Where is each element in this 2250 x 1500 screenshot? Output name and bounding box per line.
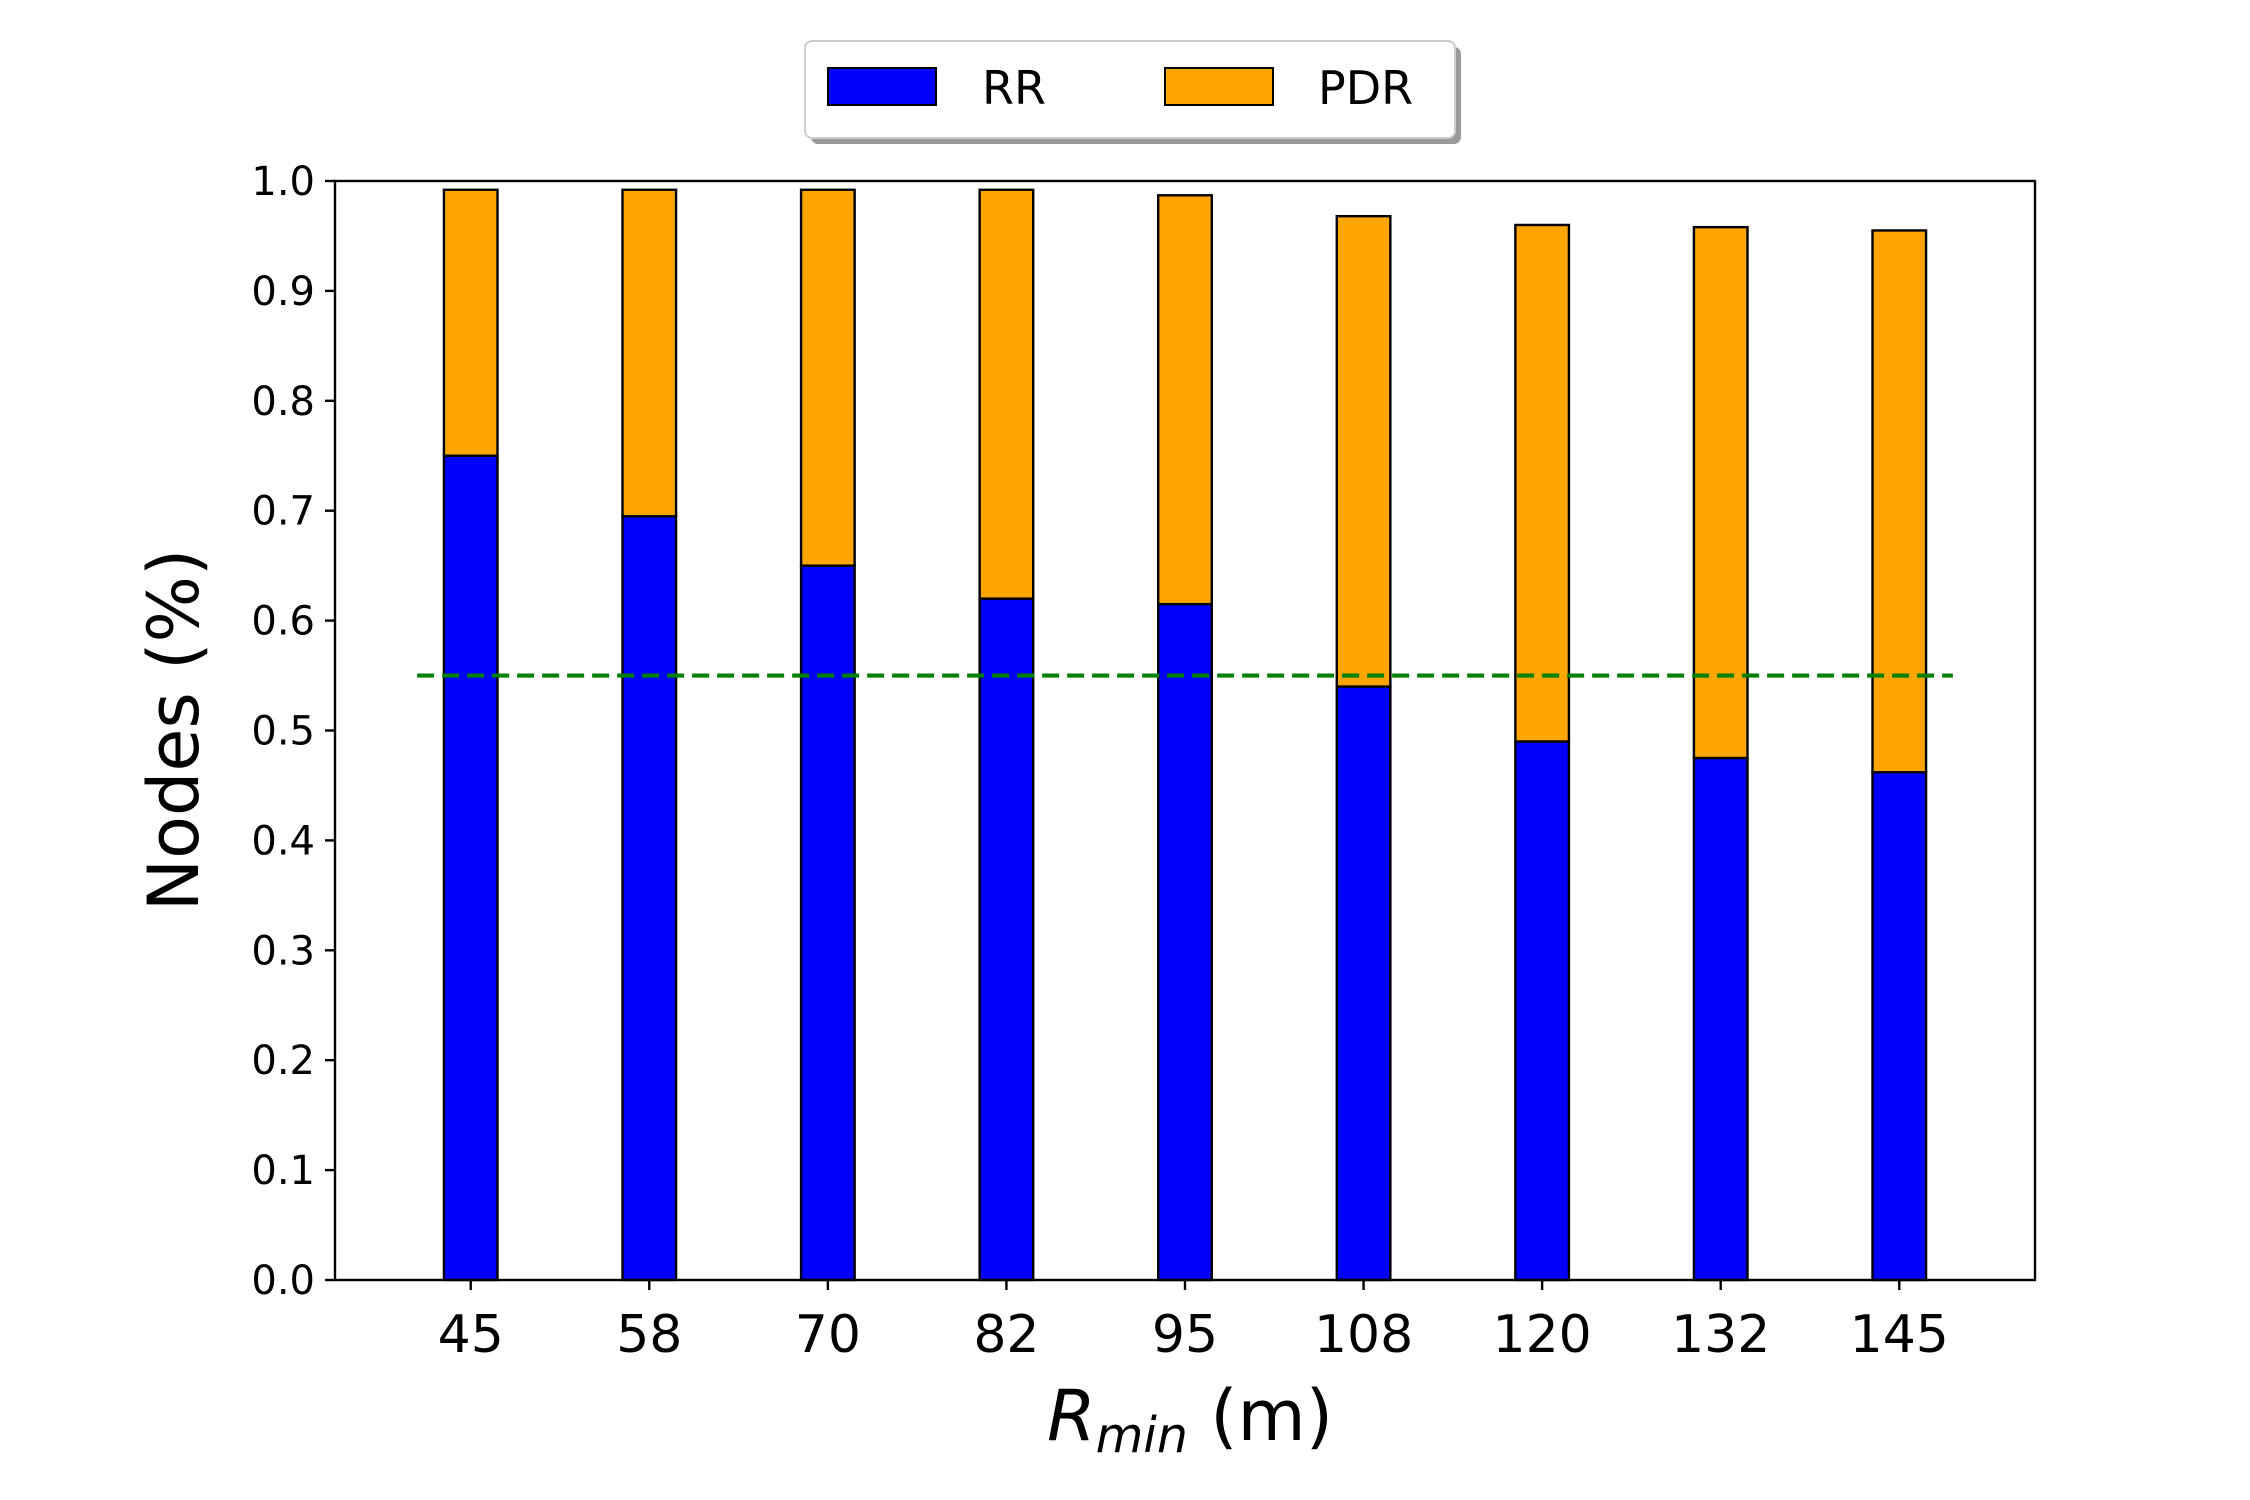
y-tick-label: 1.0 — [251, 159, 315, 205]
bar-pdr-95 — [1157, 194, 1213, 606]
y-tick-label: 0.7 — [251, 489, 315, 535]
bar-pdr-70 — [799, 188, 856, 567]
legend-label-pdr: PDR — [1318, 61, 1413, 115]
y-tick-label: 0.4 — [251, 818, 315, 864]
legend-box — [804, 40, 1456, 139]
x-tick-label: 82 — [973, 1305, 1039, 1365]
legend-swatch-pdr — [1164, 67, 1274, 106]
bar-pdr-132 — [1692, 225, 1749, 760]
bar-pdr-120 — [1514, 223, 1571, 743]
x-tick-label: 58 — [616, 1305, 682, 1365]
bar-pdr-58 — [621, 188, 678, 518]
bar-pdr-82 — [978, 188, 1035, 600]
y-tick-label: 0.6 — [251, 599, 315, 645]
bar-pdr-45 — [442, 188, 499, 457]
x-tick-label: 108 — [1314, 1305, 1413, 1365]
legend-swatch-rr — [827, 67, 937, 106]
y-axis-label: Nodes (%) — [133, 549, 215, 912]
y-tick-label: 0.8 — [251, 379, 315, 425]
bar-rr-95 — [1157, 602, 1213, 1282]
bar-rr-145 — [1871, 771, 1928, 1282]
bar-rr-120 — [1514, 740, 1571, 1282]
y-axis: 0.0 0.1 0.2 0.3 0.4 0.5 0.6 0.7 0.8 0.9 1.0 — [251, 159, 335, 1304]
legend: RR PDR — [804, 40, 1461, 144]
x-tick-label: 145 — [1850, 1305, 1949, 1365]
bar-rr-108 — [1335, 685, 1392, 1282]
bar-rr-70 — [799, 564, 856, 1282]
x-axis-label: Rmin (m) — [1047, 1375, 1333, 1464]
x-tick-label: 45 — [438, 1305, 504, 1365]
bar-rr-58 — [621, 515, 678, 1282]
x-axis-label-subscript: min — [1096, 1407, 1188, 1464]
y-tick-label: 0.0 — [251, 1258, 315, 1304]
y-tick-label: 0.1 — [251, 1148, 315, 1194]
bar-pdr-108 — [1335, 214, 1392, 688]
y-tick-label: 0.5 — [251, 709, 315, 755]
x-tick-label: 120 — [1493, 1305, 1592, 1365]
x-axis-label-main: R — [1047, 1375, 1096, 1457]
legend-label-rr: RR — [982, 61, 1046, 115]
bar-rr-132 — [1692, 756, 1749, 1282]
bars-layer — [442, 188, 1928, 1282]
x-tick-label: 132 — [1671, 1305, 1770, 1365]
bar-pdr-145 — [1871, 229, 1928, 774]
x-tick-label: 70 — [795, 1305, 861, 1365]
y-tick-label: 0.2 — [251, 1038, 315, 1084]
y-tick-label: 0.9 — [251, 269, 315, 315]
y-tick-label: 0.3 — [251, 928, 315, 974]
bar-rr-45 — [442, 454, 499, 1282]
x-axis: 45 58 70 82 95 108 120 132 145 — [438, 1280, 1949, 1365]
bar-rr-82 — [978, 597, 1035, 1282]
x-tick-label: 95 — [1152, 1305, 1218, 1365]
x-axis-label-suffix: (m) — [1188, 1375, 1333, 1457]
